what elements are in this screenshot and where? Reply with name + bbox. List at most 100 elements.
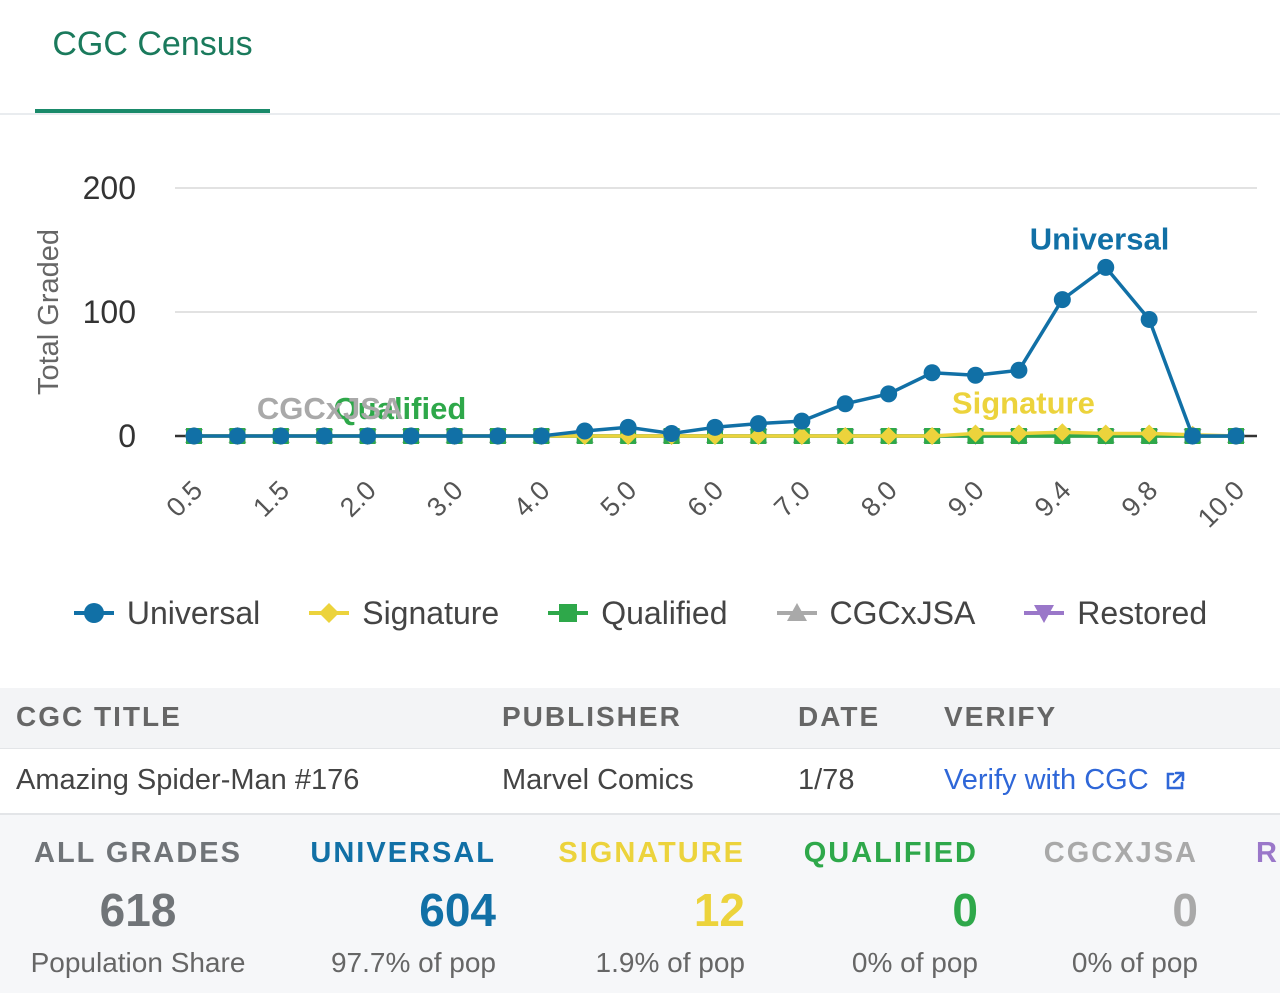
tab-bar: CGC Census bbox=[0, 0, 1280, 115]
universal-point bbox=[1227, 427, 1245, 445]
cgcxjsa-label: CGCXJSA bbox=[1043, 837, 1198, 869]
universal-point bbox=[663, 425, 681, 443]
all-grades-share: Population Share bbox=[30, 947, 246, 978]
verify-with-cgc-link[interactable]: Verify with CGC bbox=[944, 749, 1187, 811]
legend-item-cgcxjsa[interactable]: CGCxJSA bbox=[776, 594, 976, 632]
universal-point bbox=[1140, 310, 1158, 328]
restored-legend-marker-icon bbox=[1024, 605, 1065, 623]
grade-column-qualified: QUALIFIED 0 0% of pop bbox=[780, 815, 978, 993]
universal-point bbox=[967, 366, 984, 384]
verify-link-label: Verify with CGC bbox=[944, 764, 1149, 796]
legend-label: Universal bbox=[126, 594, 261, 631]
universal-point bbox=[706, 418, 724, 436]
universal-point bbox=[315, 427, 333, 445]
signature-point bbox=[836, 427, 855, 445]
series-label-universal: Universal bbox=[1030, 221, 1170, 256]
signature-point bbox=[879, 427, 898, 445]
grade-column-signature: SIGNATURE 12 1.9% of pop bbox=[545, 815, 745, 993]
universal-point bbox=[1184, 427, 1202, 445]
legend-item-universal[interactable]: Universal bbox=[73, 595, 260, 632]
y-axis-label: Total Graded bbox=[33, 229, 65, 395]
header-date: DATE bbox=[798, 701, 881, 732]
series-universal bbox=[185, 258, 1245, 445]
chart-legend: Universal Signature Qualified CGCxJSA Restor… bbox=[0, 588, 1280, 638]
universal-point bbox=[1010, 361, 1028, 379]
universal-point bbox=[619, 418, 637, 436]
y-tick-label: 100 bbox=[83, 294, 136, 330]
universal-point bbox=[489, 427, 507, 445]
date-value: 1/78 bbox=[798, 764, 855, 796]
all-grades-count: 618 bbox=[99, 884, 177, 936]
signature-point bbox=[749, 427, 768, 445]
legend-label: Qualified bbox=[601, 594, 728, 631]
x-tick-label: 2.0 bbox=[334, 475, 382, 523]
header-verify: VERIFY bbox=[944, 701, 1058, 732]
restored-label: RESTORED bbox=[1256, 837, 1280, 869]
qualified-count: 0 bbox=[952, 884, 978, 936]
cgcxjsa-share: 0% of pop bbox=[1071, 947, 1198, 978]
x-tick-label: 4.0 bbox=[508, 475, 556, 523]
grade-column-all-grades: ALL GRADES 618 Population Share bbox=[0, 815, 276, 993]
signature-point bbox=[1096, 424, 1115, 443]
signature-point bbox=[792, 427, 811, 445]
grade-column-universal: UNIVERSAL 604 97.7% of pop bbox=[296, 815, 496, 993]
universal-point bbox=[1053, 291, 1071, 309]
qualified-legend-marker-icon bbox=[548, 604, 589, 622]
signature-count: 12 bbox=[693, 884, 745, 936]
legend-label: Signature bbox=[362, 594, 500, 631]
tab-cgc-census[interactable]: CGC Census bbox=[35, 0, 270, 113]
universal-point bbox=[836, 395, 854, 413]
universal-point bbox=[532, 427, 550, 445]
x-tick-label: 0.5 bbox=[160, 475, 208, 523]
legend-item-restored[interactable]: Restored bbox=[1023, 595, 1207, 632]
universal-point bbox=[185, 427, 203, 445]
publisher-value: Marvel Comics bbox=[502, 764, 694, 796]
series-label-qualified: Qualified bbox=[334, 391, 467, 426]
signature-legend-marker-icon bbox=[309, 603, 350, 623]
universal-point bbox=[402, 427, 420, 445]
universal-point bbox=[359, 427, 377, 445]
x-tick-label: 7.0 bbox=[768, 475, 816, 523]
universal-point bbox=[1097, 258, 1115, 276]
grade-summary: ALL GRADES 618 Population Share UNIVERSAL 60… bbox=[0, 815, 1280, 993]
header-cgc-title: CGC TITLE bbox=[16, 701, 182, 732]
series-label-cgcxjsa: CGCxJSA bbox=[257, 391, 403, 426]
legend-label: Restored bbox=[1077, 594, 1208, 631]
universal-point bbox=[446, 427, 463, 445]
signature-label: SIGNATURE bbox=[558, 837, 745, 869]
grade-column-cgcxjsa: CGCXJSA 0 0% of pop bbox=[1000, 815, 1198, 993]
grade-column-restored: RESTORED bbox=[1256, 815, 1280, 993]
x-tick-label: 10.0 bbox=[1192, 475, 1250, 533]
legend-item-qualified[interactable]: Qualified bbox=[547, 594, 728, 632]
qualified-share: 0% of pop bbox=[851, 947, 978, 978]
details-data-row: Amazing Spider-Man #176 Marvel Comics 1/… bbox=[0, 749, 1280, 815]
universal-point bbox=[793, 412, 811, 430]
universal-label: UNIVERSAL bbox=[310, 837, 496, 869]
header-publisher: PUBLISHER bbox=[502, 701, 682, 732]
x-tick-label: 5.0 bbox=[595, 475, 643, 523]
cgcxjsa-legend-marker-icon bbox=[776, 603, 817, 621]
x-tick-label: 1.5 bbox=[247, 475, 295, 523]
legend-item-signature[interactable]: Signature bbox=[308, 595, 499, 632]
y-tick-label: 200 bbox=[83, 170, 136, 206]
legend-label: CGCxJSA bbox=[829, 594, 976, 631]
x-tick-label: 3.0 bbox=[421, 475, 469, 523]
signature-point bbox=[966, 424, 985, 443]
details-table: CGC TITLE PUBLISHER DATE VERIFY Amazing … bbox=[0, 688, 1280, 815]
signature-point bbox=[1009, 424, 1028, 443]
universal-point bbox=[923, 364, 941, 382]
cgcxjsa-count: 0 bbox=[1172, 884, 1198, 936]
universal-legend-marker-icon bbox=[73, 603, 114, 623]
y-tick-label: 0 bbox=[118, 418, 136, 454]
external-link-icon bbox=[1166, 772, 1185, 790]
x-tick-label: 9.4 bbox=[1029, 475, 1077, 523]
x-tick-label: 9.0 bbox=[942, 475, 990, 523]
universal-point bbox=[576, 422, 594, 440]
signature-share: 1.9% of pop bbox=[595, 947, 745, 978]
signature-point bbox=[1053, 423, 1072, 442]
x-tick-label: 9.8 bbox=[1116, 475, 1164, 523]
comic-title: Amazing Spider-Man #176 bbox=[16, 764, 360, 796]
universal-point bbox=[228, 427, 246, 445]
signature-point bbox=[1140, 424, 1159, 443]
universal-share: 97.7% of pop bbox=[330, 947, 496, 978]
